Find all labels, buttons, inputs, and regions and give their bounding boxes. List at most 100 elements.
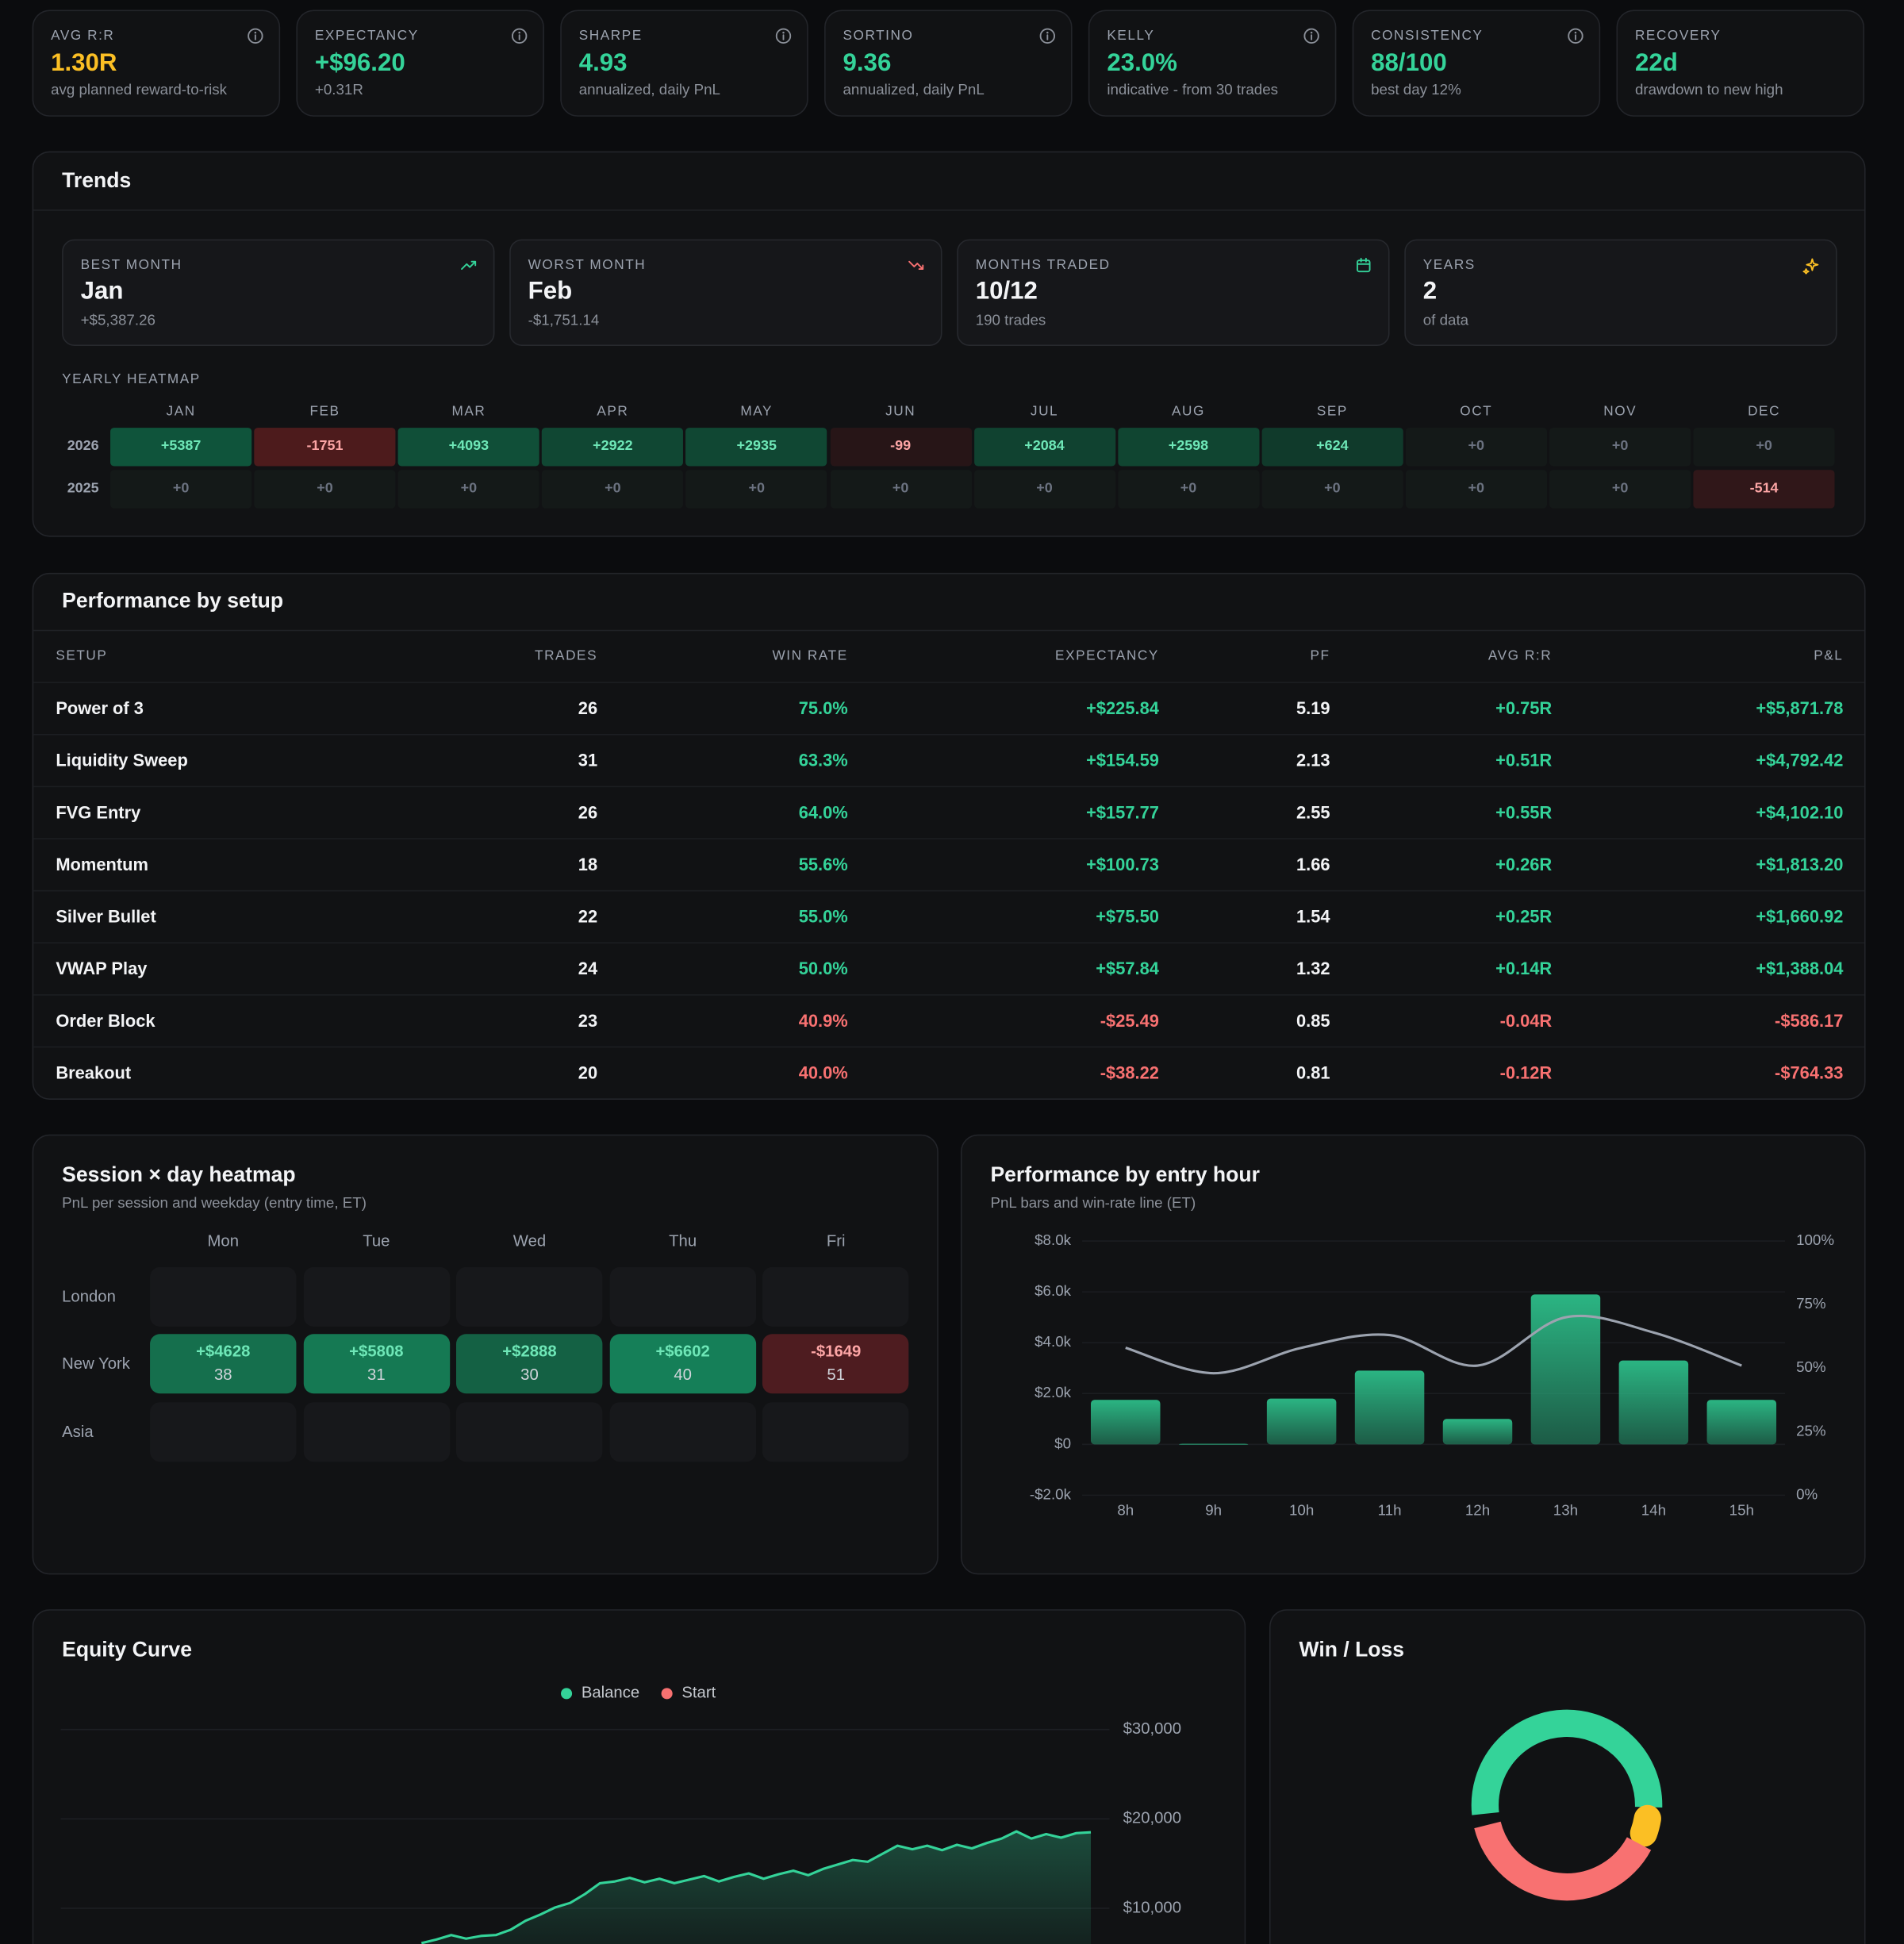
stat-card: MONTHS TRADED 10/12 190 trades — [957, 239, 1390, 346]
stat-card: WORST MONTH Feb -$1,751.14 — [509, 239, 942, 346]
stat-value: 2 — [1422, 278, 1438, 305]
kpi-label: SHARPE — [578, 28, 643, 44]
heatmap-cell: +0 — [397, 470, 539, 509]
heatmap-cell: +0 — [1261, 470, 1403, 509]
stat-value: Jan — [80, 278, 124, 305]
icon-dot — [1574, 31, 1577, 34]
table-cell: 2.13 — [1296, 750, 1330, 770]
y2-tick-label: 75% — [1796, 1295, 1826, 1312]
month-label: FEB — [309, 404, 340, 420]
section-title: Session × day heatmap — [62, 1162, 296, 1187]
table-cell: -$764.33 — [1775, 1062, 1844, 1083]
kpi-sub: avg planned reward-to-risk — [51, 80, 228, 98]
column-header: WIN RATE — [772, 648, 848, 663]
year-label: 2026 — [67, 439, 99, 454]
heatmap-cell: -1751 — [254, 428, 396, 467]
heatmap-value: +624 — [1316, 439, 1349, 454]
heatmap-value: +2598 — [1168, 439, 1209, 454]
row-divider — [33, 942, 1864, 944]
heatmap-cell: +5387 — [110, 428, 252, 467]
heatmap-value: +0 — [1756, 439, 1772, 454]
icon-calendar-lines — [1357, 257, 1371, 265]
icon-calendar — [1357, 259, 1371, 273]
kpi-value: 23.0% — [1107, 49, 1177, 77]
table-cell: +$1,660.92 — [1756, 906, 1844, 927]
row-divider — [33, 889, 1864, 892]
icon — [1802, 258, 1819, 275]
chart-title: Win / Loss — [1299, 1638, 1405, 1662]
table-cell: 64.0% — [798, 801, 848, 822]
heatmap-cell: +2935 — [685, 428, 827, 467]
session-cell — [303, 1402, 450, 1462]
y-tick-label: $0 — [1054, 1435, 1071, 1451]
session-pnl: +$4628 — [196, 1341, 251, 1361]
session-trades: 51 — [827, 1365, 846, 1384]
stat-card: YEARS 2 of data — [1404, 239, 1837, 346]
session-cell — [456, 1266, 603, 1327]
table-cell: 26 — [578, 801, 598, 822]
session-cell: +$5808 31 — [303, 1334, 450, 1394]
table-cell: +$1,813.20 — [1756, 854, 1844, 874]
divider — [33, 209, 1864, 211]
table-cell: +$1,388.04 — [1756, 958, 1844, 978]
row-divider — [33, 994, 1864, 996]
heatmap-value: +0 — [172, 481, 190, 496]
session-trades: 38 — [213, 1365, 232, 1384]
session-trades: 31 — [367, 1365, 386, 1384]
x-tick-label: 10h — [1289, 1502, 1314, 1519]
heatmap-cell: +0 — [973, 470, 1115, 509]
heatmap-value: +0 — [1611, 481, 1629, 496]
setup-name: FVG Entry — [56, 801, 141, 822]
y-tick-label: $8.0k — [1035, 1231, 1071, 1248]
kpi-sub: drawdown to new high — [1634, 80, 1783, 98]
setup-card: Performance by setup SETUP TRADES WIN RATE E… — [32, 572, 1866, 1100]
chart-subtitle: PnL bars and win-rate line (ET) — [990, 1193, 1196, 1212]
table-cell: 0.81 — [1296, 1062, 1330, 1083]
trends-card: Trends BEST MONTH Jan +$5,387.26 WORST MONTH… — [32, 151, 1866, 537]
heatmap-cell: +0 — [542, 470, 684, 509]
stat-value: 10/12 — [975, 278, 1038, 305]
kpi-label: CONSISTENCY — [1371, 28, 1484, 44]
heatmap-value: +0 — [1036, 481, 1053, 496]
month-label: NOV — [1603, 404, 1637, 420]
stat-card: BEST MONTH Jan +$5,387.26 — [62, 239, 495, 346]
row-divider — [33, 838, 1864, 839]
table-cell: 1.54 — [1296, 906, 1330, 927]
y-tick-label: $10,000 — [1123, 1899, 1181, 1916]
kpi-value: 88/100 — [1371, 49, 1447, 77]
icon-trend-down — [908, 260, 924, 270]
icon — [775, 28, 792, 44]
chart-title: Equity Curve — [62, 1638, 192, 1662]
x-tick-label: 9h — [1205, 1502, 1222, 1519]
donut-segment — [1471, 1709, 1663, 1815]
heatmap-value: +2935 — [736, 439, 777, 454]
month-label: JUN — [885, 404, 916, 420]
session-cell — [150, 1402, 297, 1462]
kpi-sub: indicative - from 30 trades — [1107, 80, 1279, 98]
kpi-value: 22d — [1634, 49, 1678, 77]
divider — [33, 629, 1864, 632]
table-cell: +0.25R — [1495, 906, 1553, 927]
bar — [1266, 1398, 1337, 1445]
session-cell: +$2888 30 — [456, 1334, 603, 1394]
session-pnl: +$2888 — [502, 1341, 557, 1361]
table-cell: 1.66 — [1296, 854, 1330, 874]
icon-trend-up — [461, 260, 477, 270]
table-cell: +$5,871.78 — [1756, 697, 1844, 718]
heatmap-value: +2922 — [593, 439, 633, 454]
table-cell: 40.0% — [798, 1062, 848, 1083]
month-label: OCT — [1460, 404, 1493, 420]
day-label: Thu — [669, 1231, 697, 1250]
x-tick-label: 8h — [1117, 1502, 1134, 1519]
heatmap-cell: +0 — [685, 470, 827, 509]
heatmap-cell: +0 — [830, 470, 972, 509]
heatmap-cell: +0 — [1405, 470, 1547, 509]
kpi-card: EXPECTANCY +$96.20 +0.31R — [296, 10, 544, 117]
day-label: Mon — [207, 1231, 240, 1250]
heatmap-cell: +2084 — [973, 428, 1115, 467]
heatmap-value: +0 — [605, 481, 621, 496]
bar — [1091, 1400, 1161, 1445]
table-cell: 55.0% — [798, 906, 848, 927]
y-tick-label: $30,000 — [1123, 1720, 1181, 1738]
icon — [1039, 28, 1055, 44]
